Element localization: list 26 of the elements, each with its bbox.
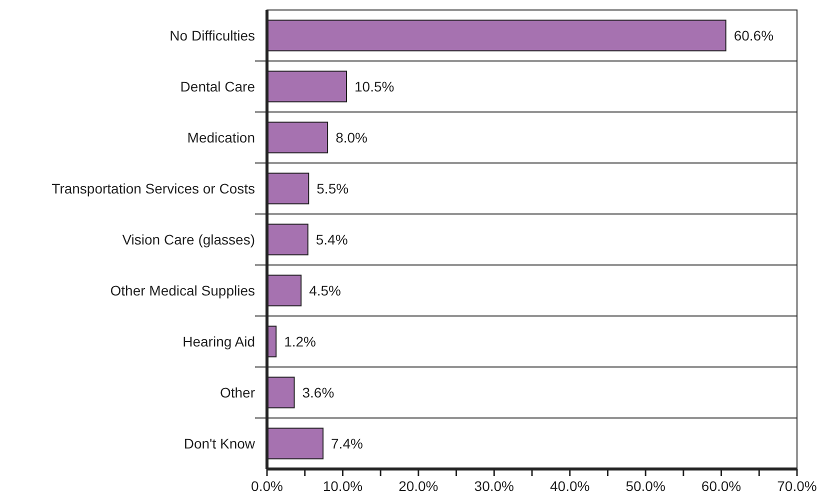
data-label: 3.6% [302, 384, 334, 400]
data-label: 1.2% [284, 333, 316, 350]
data-label: 10.5% [354, 78, 394, 94]
y-tick-label: Other Medical Supplies [110, 282, 255, 298]
data-label: 7.4% [331, 435, 363, 452]
x-tick-label: 10.0% [322, 478, 363, 494]
y-tick-label: No Difficulties [170, 27, 255, 44]
x-tick-label: 30.0% [474, 478, 514, 494]
x-tick-label: 20.0% [398, 478, 438, 494]
x-tick-label: 60.0% [701, 478, 742, 494]
y-tick-label: Vision Care (glasses) [122, 231, 255, 248]
y-tick-label: Transportation Services or Costs [52, 180, 255, 196]
data-label: 5.4% [316, 231, 348, 248]
y-tick-label: Hearing Aid [182, 333, 255, 350]
x-tick-label: 40.0% [550, 478, 590, 494]
x-tick-label: 0.0% [251, 478, 283, 494]
data-label: 4.5% [309, 282, 341, 298]
data-label: 60.6% [734, 27, 774, 44]
data-label: 8.0% [336, 129, 368, 146]
x-tick-label: 70.0% [777, 478, 817, 494]
y-tick-label: Don't Know [184, 435, 256, 452]
data-label: 5.5% [316, 180, 349, 196]
y-tick-label: Medication [187, 129, 255, 146]
x-tick-label: 50.0% [626, 478, 666, 494]
y-tick-label: Dental Care [180, 78, 256, 94]
y-tick-label: Other [220, 384, 256, 400]
